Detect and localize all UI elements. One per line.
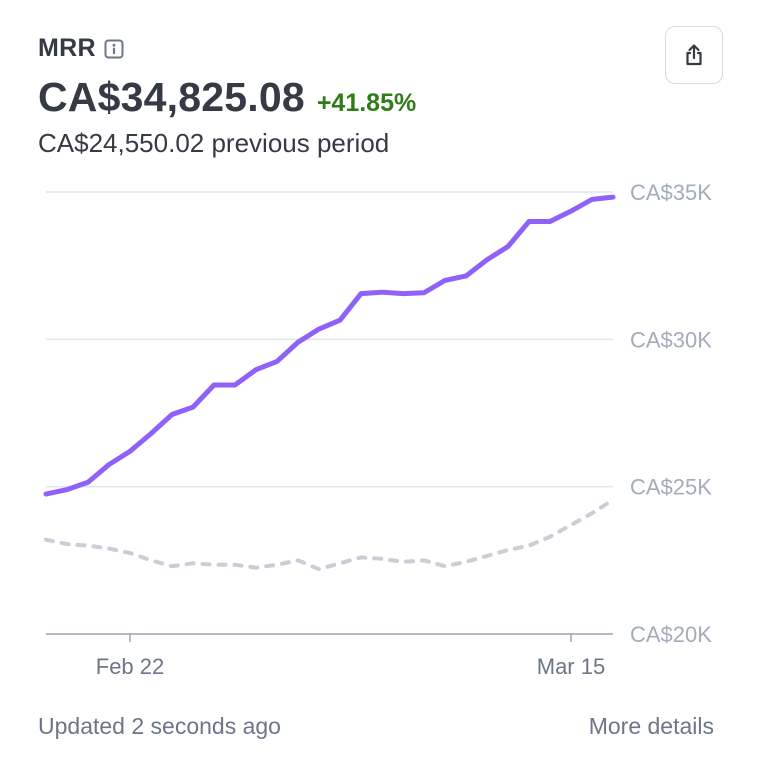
current-period-series-line: [43, 194, 616, 497]
previous-period-value: CA$24,550.02 previous period: [38, 128, 390, 158]
mrr-line-chart: CA$20K CA$25K CA$30K CA$35K Feb 22 Mar 15: [43, 180, 712, 679]
info-icon[interactable]: [104, 39, 124, 59]
updated-timestamp: Updated 2 seconds ago: [38, 713, 281, 739]
metric-header: MRR: [38, 34, 124, 63]
export-button[interactable]: [665, 26, 723, 84]
more-details-link[interactable]: More details: [588, 713, 714, 739]
x-tick-label: Feb 22: [96, 654, 165, 679]
metric-label: MRR: [38, 34, 96, 62]
y-tick-label: CA$25K: [630, 475, 712, 500]
y-tick-label: CA$30K: [630, 327, 712, 352]
y-tick-label: CA$20K: [630, 622, 712, 647]
previous-period-series-line: [44, 497, 615, 572]
metric-value: CA$34,825.08: [38, 74, 305, 120]
share-export-icon: [686, 44, 702, 66]
x-tick-label: Mar 15: [537, 654, 605, 679]
metric-delta-badge: +41.85%: [316, 89, 417, 117]
metric-value-row: CA$34,825.08 +41.85%: [38, 74, 416, 121]
y-tick-label: CA$35K: [630, 180, 712, 205]
